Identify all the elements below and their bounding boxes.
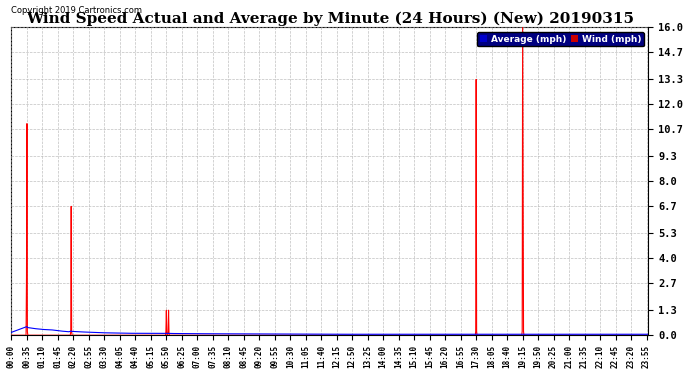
Title: Wind Speed Actual and Average by Minute (24 Hours) (New) 20190315: Wind Speed Actual and Average by Minute … [26, 12, 634, 26]
Legend: Average (mph), Wind (mph): Average (mph), Wind (mph) [477, 32, 644, 46]
Text: Copyright 2019 Cartronics.com: Copyright 2019 Cartronics.com [12, 6, 142, 15]
